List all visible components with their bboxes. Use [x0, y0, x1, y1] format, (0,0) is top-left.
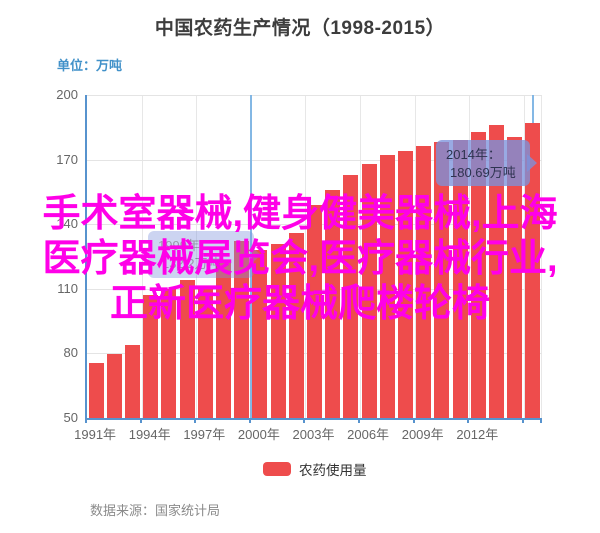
x-gridline — [360, 95, 361, 418]
x-axis-tick — [248, 418, 251, 423]
tooltip-arrow — [527, 154, 546, 172]
bar-2008[interactable] — [398, 151, 413, 418]
bar-1997[interactable] — [197, 286, 213, 418]
y-tick-label-170: 170 — [56, 151, 78, 167]
bar-1998[interactable] — [216, 262, 231, 418]
x-gridline-right-edge — [541, 95, 542, 418]
legend-swatch — [263, 462, 291, 476]
y-axis-unit-label: 单位：万吨 — [57, 58, 123, 73]
tooltip-arrow — [251, 245, 270, 264]
bar-2007[interactable] — [379, 155, 395, 418]
bar-2015[interactable] — [525, 123, 541, 418]
x-axis-tick — [85, 418, 87, 423]
x-tick-label-1997: 1997年 — [183, 427, 226, 442]
tooltip-2014: 2014年： 180.69万吨 — [436, 140, 537, 186]
x-axis-tick — [139, 418, 142, 423]
tooltip-1999-year: 1999年： — [158, 238, 213, 253]
bar-1991[interactable] — [88, 363, 104, 418]
bar-2002[interactable] — [288, 232, 304, 418]
bar-1993[interactable] — [125, 344, 140, 418]
bar-1999[interactable] — [234, 241, 250, 418]
x-tick-label-2000: 2000年 — [237, 427, 280, 442]
bar-2003[interactable] — [307, 204, 322, 418]
x-gridline — [196, 95, 198, 418]
bar-1996[interactable] — [179, 280, 195, 418]
bar-2010[interactable] — [434, 142, 450, 418]
y-tick-label-110: 110 — [57, 280, 78, 296]
x-gridline — [414, 95, 416, 418]
y-tick-label-140: 140 — [56, 216, 78, 232]
x-tick-label-1991: 1991年 — [74, 427, 117, 442]
y-tick-label-80: 80 — [63, 345, 78, 361]
x-axis-tick — [467, 418, 470, 423]
x-tick-label-1994: 1994年 — [128, 427, 171, 442]
bar-2001[interactable] — [270, 243, 286, 418]
x-axis-tick — [412, 418, 415, 423]
legend-label: 农药使用量 — [299, 463, 367, 478]
bar-2013[interactable] — [489, 125, 504, 418]
y-gridline-170 — [87, 159, 542, 161]
bar-2009[interactable] — [416, 145, 432, 418]
x-tick-label-2003: 2003年 — [292, 427, 335, 442]
tooltip-1999: 1999年： 132.2万吨 — [148, 231, 261, 278]
bar-2006[interactable] — [361, 163, 377, 418]
legend-item-pesticide-usage[interactable]: 农药使用量 — [263, 461, 367, 478]
bar-2000[interactable] — [252, 250, 268, 418]
y-gridline-200 — [87, 95, 542, 96]
x-axis-tick — [303, 418, 306, 423]
y-tick-label-200: 200 — [56, 87, 78, 102]
bar-1992[interactable] — [106, 354, 122, 418]
x-axis-tick — [194, 418, 197, 423]
tooltip-2014-year: 2014年： — [446, 147, 501, 162]
chart-title: 中国农药生产情况（1998-2015） — [154, 18, 446, 39]
x-tick-label-2009: 2009年 — [401, 427, 444, 442]
tooltip-2014-value: 180.69万吨 — [450, 165, 516, 180]
tooltip-1999-value: 132.2万吨 — [162, 256, 221, 271]
data-source-note: 数据来源：国家统计局 — [90, 503, 221, 518]
plot-area — [85, 95, 542, 420]
bar-2004[interactable] — [325, 189, 341, 418]
x-axis-tick — [358, 418, 360, 423]
x-gridline — [141, 95, 143, 418]
bar-1995[interactable] — [161, 288, 177, 418]
x-gridline — [523, 95, 525, 418]
y-tick-label-50: 50 — [63, 410, 78, 425]
x-axis-tick — [521, 418, 524, 423]
x-tick-label-2006: 2006年 — [347, 427, 390, 442]
bar-2014[interactable] — [507, 136, 523, 418]
axis-pointer-line-1999 — [250, 95, 252, 418]
x-axis-tick — [540, 418, 542, 423]
bar-2011[interactable] — [452, 140, 468, 418]
bar-2005[interactable] — [343, 174, 359, 418]
x-tick-label-2012: 2012年 — [456, 427, 499, 442]
x-gridline — [469, 95, 471, 418]
x-gridline — [305, 95, 307, 418]
bar-2012[interactable] — [470, 131, 486, 418]
bar-1994[interactable] — [143, 295, 159, 418]
